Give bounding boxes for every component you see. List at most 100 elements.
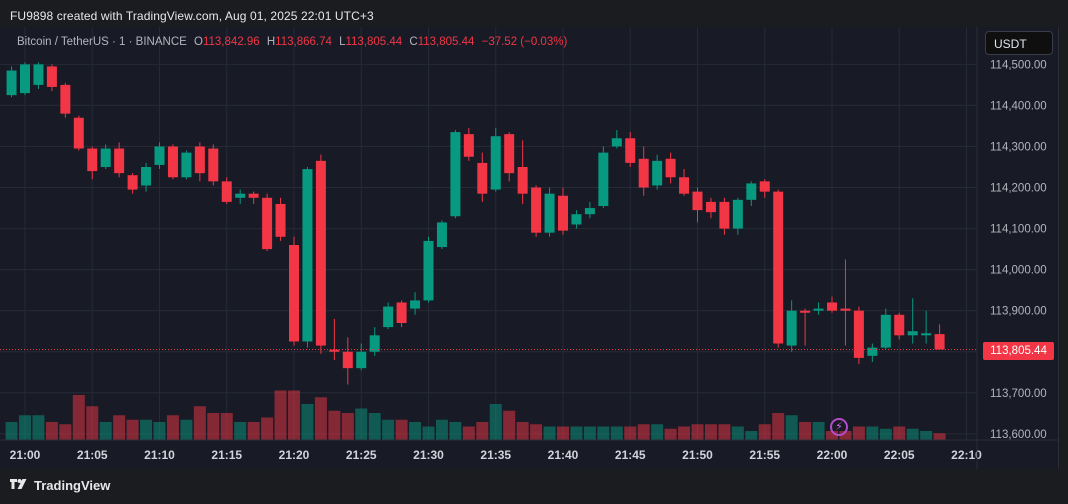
candle-body	[383, 306, 394, 328]
chart-area[interactable]: 114,500.00 114,400.00 114,300.00 114,200.00…	[0, 27, 1059, 469]
candle-body	[46, 66, 57, 87]
y-tick-label: 114,000.00	[990, 265, 1047, 277]
candle-body	[813, 308, 824, 311]
volume-bar	[193, 406, 206, 440]
volume-bar	[153, 422, 166, 440]
x-tick-label: 21:40	[548, 448, 579, 462]
volume-bar	[570, 426, 583, 440]
volume-bar	[516, 422, 529, 440]
currency-button[interactable]: USDT	[985, 31, 1053, 55]
volume-bar	[476, 422, 489, 440]
volume-bar	[45, 422, 58, 440]
high-value: 113,866.74	[275, 36, 332, 48]
candle-body	[275, 203, 286, 237]
candle-body	[880, 314, 891, 348]
volume-bar	[314, 397, 327, 440]
candle-body	[127, 175, 138, 190]
candle-body	[867, 347, 878, 356]
candle-body	[33, 64, 44, 85]
candle-body	[531, 187, 542, 233]
y-tick-label: 113,600.00	[990, 429, 1047, 441]
x-tick-label: 22:10	[951, 448, 982, 462]
volume-bar	[86, 406, 99, 440]
candle-body	[60, 84, 71, 114]
volume-layer	[5, 390, 946, 440]
candle-body	[154, 146, 165, 165]
volume-bar	[557, 426, 569, 440]
candle-body	[571, 214, 582, 225]
candle-body	[584, 208, 595, 215]
volume-bar	[785, 415, 798, 440]
volume-bar	[893, 426, 906, 440]
candle-body	[504, 134, 515, 174]
x-tick-label: 21:05	[77, 448, 108, 462]
close-label: C	[409, 36, 418, 48]
volume-bar	[920, 431, 933, 440]
x-tick-label: 21:20	[279, 448, 310, 462]
x-tick-label: 21:50	[682, 448, 713, 462]
axis-layer: 114,500.00 114,400.00 114,300.00 114,200.00…	[0, 27, 1058, 469]
volume-bar	[664, 428, 677, 440]
volume-bar	[879, 428, 892, 440]
candle-body	[141, 167, 152, 186]
candle-body	[638, 158, 649, 188]
candle-body	[679, 177, 690, 194]
candle-body	[87, 148, 98, 172]
volume-bar	[19, 415, 31, 440]
volume-bar	[906, 428, 919, 440]
candle-body	[289, 245, 299, 342]
y-tick-label: 114,500.00	[990, 59, 1047, 71]
tradingview-logo[interactable]: TradingView	[10, 478, 110, 493]
high-label: H	[266, 36, 276, 48]
candle-body	[611, 138, 622, 147]
candle-body	[208, 148, 219, 182]
volume-bar	[530, 424, 543, 440]
candle-body	[248, 193, 259, 198]
lightning-icon[interactable]: ⚡	[830, 418, 848, 436]
volume-bar	[462, 426, 475, 440]
volume-bar	[852, 426, 865, 440]
volume-bar	[355, 408, 368, 440]
candle-body	[100, 148, 111, 167]
x-tick-label: 21:30	[413, 448, 444, 462]
candle-body	[396, 302, 407, 323]
candle-body	[477, 162, 488, 194]
candle-body	[20, 64, 30, 94]
candle-body	[827, 302, 837, 311]
volume-bar	[166, 415, 179, 440]
volume-bar	[731, 426, 744, 440]
volume-bar	[274, 390, 287, 440]
candle-body	[732, 199, 743, 229]
candle-body	[705, 201, 716, 213]
grid-layer	[0, 27, 976, 440]
footer-brand: TradingView	[34, 478, 111, 493]
volume-bar	[409, 422, 422, 440]
candle-body	[558, 195, 568, 231]
candle-body	[410, 300, 421, 309]
candle-body	[262, 197, 273, 250]
y-tick-label: 114,100.00	[990, 224, 1047, 236]
candle-body	[181, 152, 192, 178]
volume-bar	[651, 424, 664, 440]
volume-bar	[247, 422, 260, 440]
candlestick-chart[interactable]: 114,500.00 114,400.00 114,300.00 114,200.00…	[0, 27, 1058, 469]
candle-body	[221, 181, 232, 202]
candle-body	[463, 134, 474, 157]
x-tick-label: 22:00	[817, 448, 848, 462]
volume-bar	[288, 390, 300, 440]
y-tick-label: 113,700.00	[990, 388, 1047, 400]
candle-body	[786, 310, 797, 346]
volume-bar	[583, 426, 596, 440]
volume-bar	[140, 419, 153, 440]
candle-body	[773, 191, 784, 344]
x-tick-label: 21:45	[615, 448, 646, 462]
candle-body	[800, 310, 811, 313]
candle-body	[342, 351, 353, 369]
volume-bar	[610, 426, 623, 440]
candle-body	[719, 201, 730, 229]
candle-body	[490, 136, 501, 190]
volume-bar	[866, 426, 879, 440]
candle-body	[598, 152, 609, 206]
y-tick-label: 114,200.00	[990, 183, 1047, 195]
volume-bar	[812, 422, 825, 440]
